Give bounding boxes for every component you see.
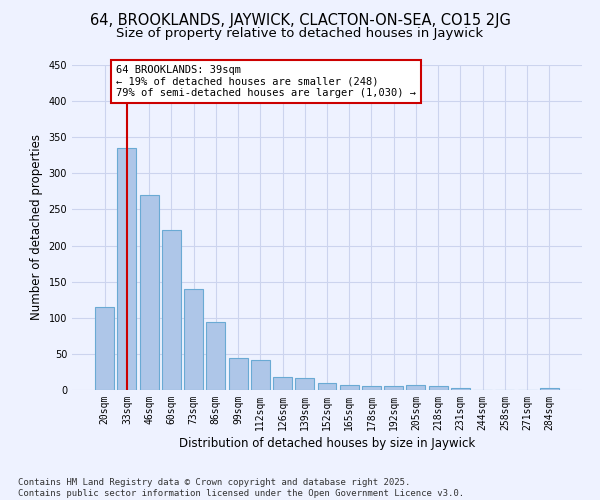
Bar [118, 148, 136, 390]
Bar [295, 378, 314, 390]
Text: Contains HM Land Registry data © Crown copyright and database right 2025.
Contai: Contains HM Land Registry data © Crown c… [18, 478, 464, 498]
Bar [95, 307, 114, 390]
Bar [273, 377, 292, 390]
Bar [184, 289, 203, 390]
Bar [251, 360, 270, 390]
Bar [340, 385, 359, 390]
Bar [451, 388, 470, 390]
Bar [229, 358, 248, 390]
Bar [406, 385, 425, 390]
Bar [429, 386, 448, 390]
Bar [362, 386, 381, 390]
Bar [206, 322, 225, 390]
Bar [140, 195, 158, 390]
X-axis label: Distribution of detached houses by size in Jaywick: Distribution of detached houses by size … [179, 437, 475, 450]
Y-axis label: Number of detached properties: Number of detached properties [30, 134, 43, 320]
Text: 64 BROOKLANDS: 39sqm
← 19% of detached houses are smaller (248)
79% of semi-deta: 64 BROOKLANDS: 39sqm ← 19% of detached h… [116, 65, 416, 98]
Bar [540, 388, 559, 390]
Text: 64, BROOKLANDS, JAYWICK, CLACTON-ON-SEA, CO15 2JG: 64, BROOKLANDS, JAYWICK, CLACTON-ON-SEA,… [89, 12, 511, 28]
Bar [317, 383, 337, 390]
Bar [162, 230, 181, 390]
Bar [384, 386, 403, 390]
Text: Size of property relative to detached houses in Jaywick: Size of property relative to detached ho… [116, 28, 484, 40]
